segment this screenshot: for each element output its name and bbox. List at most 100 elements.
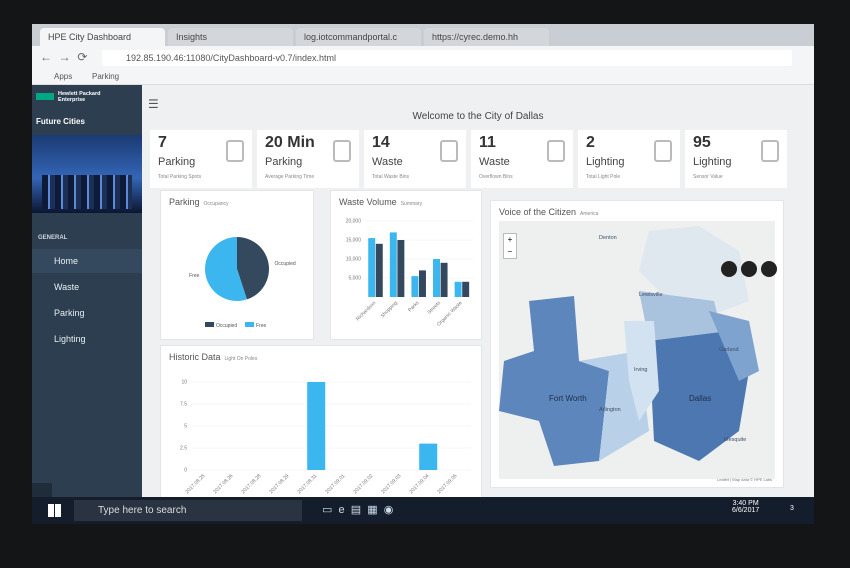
brand-text: Hewlett Packard Enterprise xyxy=(58,91,101,103)
kpi-value: 95 xyxy=(693,134,711,151)
collapse-button[interactable] xyxy=(32,483,52,497)
kpi-caption: Total Light Pole xyxy=(586,174,621,180)
bookmark[interactable]: Apps xyxy=(54,72,73,81)
kpi-icon xyxy=(440,140,458,162)
kpi-caption: Overflown Bins xyxy=(479,174,513,180)
kpi-label: Lighting xyxy=(693,156,732,168)
kpi-label: Lighting xyxy=(586,156,625,168)
region xyxy=(649,331,749,461)
menu-button[interactable]: ☰ xyxy=(148,97,159,111)
kpi-card: 14 Waste Total Waste Bins xyxy=(364,130,466,188)
slice-label: Occupied xyxy=(275,261,296,267)
card-title: Historic Data Light On Poles xyxy=(169,352,257,362)
x-tick-label: 2017.09.05 xyxy=(436,473,458,495)
place-label: Dallas xyxy=(689,394,711,403)
y-tick-label: 0 xyxy=(184,468,187,474)
date: 6/6/2017 xyxy=(732,507,760,514)
kpi-value: 20 Min xyxy=(265,134,315,151)
pinned-apps[interactable]: ▭ e ▤ ▦ ◉ xyxy=(322,504,394,516)
legend-swatch xyxy=(205,322,214,327)
bar xyxy=(440,262,448,297)
card-title: Parking Occupancy xyxy=(169,197,229,207)
nav-item[interactable]: Home xyxy=(32,249,142,273)
brand-logo xyxy=(36,93,54,100)
start-button[interactable] xyxy=(48,504,61,517)
search-box[interactable]: Type here to search xyxy=(74,500,302,521)
map-icon[interactable] xyxy=(761,261,777,277)
pie-chart: Occupied Occupied Free Free xyxy=(189,237,296,329)
notifications[interactable]: 3 xyxy=(790,505,794,512)
bar-chart: 5,000 10,000 15,000 20,000 Richardson Shoppin… xyxy=(346,219,473,328)
nav-item[interactable]: Lighting xyxy=(54,334,86,344)
nav-item[interactable]: Waste xyxy=(54,282,80,292)
place-label: Fort Worth xyxy=(549,394,587,403)
kpi-card: 11 Waste Overflown Bins xyxy=(471,130,573,188)
x-tick-label: 2017.09.04 xyxy=(408,473,430,495)
browser-tab[interactable]: https://cyrec.demo.hh xyxy=(424,28,549,46)
bar xyxy=(375,243,383,297)
place-label: Irving xyxy=(634,367,647,373)
kpi-value: 14 xyxy=(372,134,390,151)
region xyxy=(639,226,749,316)
bar xyxy=(411,276,419,297)
x-tick-label: 2017.08.25 xyxy=(184,473,206,495)
bar-chart: 0 2.5 5 7.5 10 2017.08.25 2017.08.26 2017.08.28… xyxy=(180,380,471,495)
kpi-value: 2 xyxy=(586,134,595,151)
y-tick-label: 5 xyxy=(184,424,187,430)
bookmark[interactable]: Parking xyxy=(92,72,120,81)
kpi-value: 7 xyxy=(158,134,167,151)
url-bar[interactable]: 192.85.190.46:11080/CityDashboard-v0.7/i… xyxy=(102,50,792,66)
kpi-caption: Average Parking Time xyxy=(265,174,315,180)
bar xyxy=(397,240,405,297)
zoom-out[interactable]: − xyxy=(507,247,513,256)
y-tick-label: 7.5 xyxy=(180,402,187,408)
x-tick-label: 2017.08.29 xyxy=(268,473,290,495)
kpi-icon xyxy=(226,140,244,162)
y-tick-label: 15,000 xyxy=(346,238,362,244)
place-label: Garland xyxy=(719,347,739,353)
title: Parking xyxy=(169,197,200,207)
place-label: Lewisville xyxy=(639,292,663,298)
map-icons xyxy=(721,261,777,279)
historic-card: Historic Data Light On Poles 0 2.5 5 7.5 10 20… xyxy=(160,345,482,499)
kpi-card: 7 Parking Total Parking Spots xyxy=(150,130,252,188)
kpi-value: 11 xyxy=(479,134,496,151)
bar xyxy=(433,259,440,297)
x-tick-label: Parks xyxy=(407,300,421,314)
nav-item[interactable]: Parking xyxy=(54,308,85,318)
title: Historic Data xyxy=(169,352,221,362)
legend-label: Occupied xyxy=(216,323,237,329)
browser-tab[interactable]: log.iotcommandportal.c xyxy=(296,28,421,46)
y-tick-label: 10,000 xyxy=(346,257,362,263)
pie-slice xyxy=(205,237,247,301)
place-label: Denton xyxy=(599,235,617,241)
time: 3:40 PM xyxy=(732,500,759,507)
kpi-icon xyxy=(761,140,779,162)
map-icon[interactable] xyxy=(741,261,757,277)
clock[interactable]: 3:40 PM 6/6/2017 xyxy=(732,500,759,514)
sidebar: Hewlett Packard Enterprise Future Cities… xyxy=(32,85,142,497)
subtitle: Occupancy xyxy=(203,201,229,207)
bar xyxy=(389,232,397,297)
bar xyxy=(368,238,376,297)
kpi-label: Parking xyxy=(265,156,303,168)
zoom-in[interactable]: + xyxy=(507,235,513,244)
kpi-icon xyxy=(547,140,565,162)
brand: Hewlett Packard Enterprise xyxy=(36,91,118,105)
x-tick-label: 2017.09.01 xyxy=(324,473,346,495)
page-title: Welcome to the City of Dallas xyxy=(412,111,544,122)
bar xyxy=(419,270,426,297)
x-tick-label: Richardson xyxy=(355,300,377,322)
map-icon[interactable] xyxy=(721,261,737,277)
address-row: ← → ⟳ 192.85.190.46:11080/CityDashboard-… xyxy=(32,46,814,70)
browser-tab[interactable]: Insights xyxy=(168,28,293,46)
nav-buttons[interactable]: ← → ⟳ xyxy=(40,50,88,64)
skyline xyxy=(42,175,132,209)
place-label: Mesquite xyxy=(724,437,746,443)
browser-tab[interactable]: HPE City Dashboard xyxy=(40,28,165,46)
region xyxy=(624,321,659,421)
title: Waste Volume xyxy=(339,197,397,207)
region xyxy=(709,311,759,381)
x-tick-label: 2017.09.02 xyxy=(352,473,374,495)
